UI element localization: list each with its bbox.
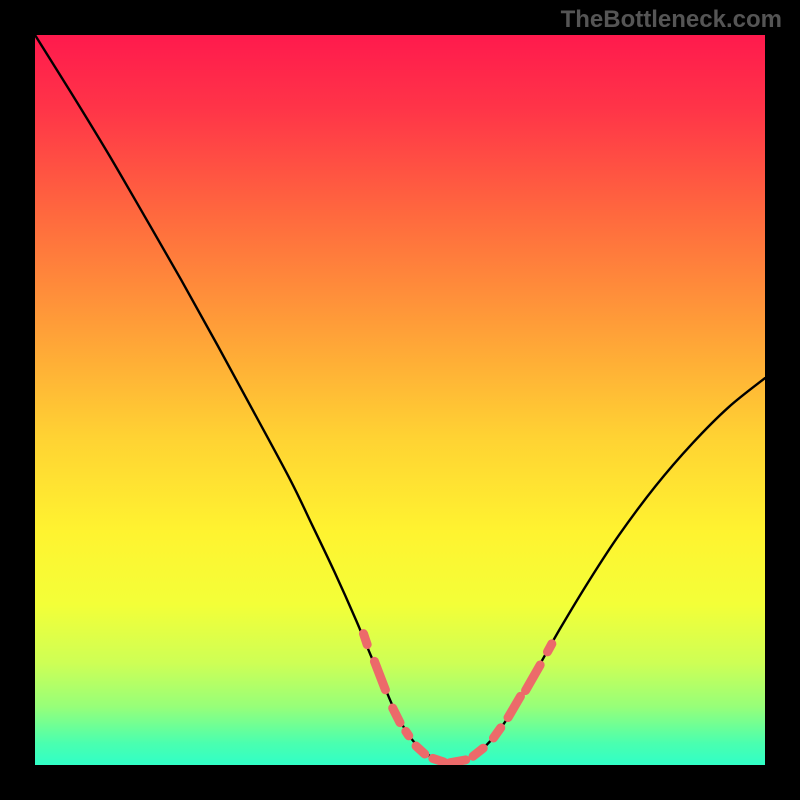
bottleneck-chart (35, 35, 765, 765)
chart-container: TheBottleneck.com (0, 0, 800, 800)
gradient-background (35, 35, 765, 765)
highlight-dash-segment (547, 644, 551, 652)
highlight-dash-segment (406, 731, 409, 735)
highlight-dash-segment (450, 760, 466, 763)
highlight-dash-segment (493, 728, 500, 738)
plot-area (35, 35, 765, 765)
watermark-text: TheBottleneck.com (561, 6, 782, 34)
highlight-dash-segment (364, 634, 368, 645)
highlight-dash-segment (433, 758, 444, 762)
highlight-dash-segment (473, 748, 483, 756)
highlight-dash-segment (416, 746, 425, 754)
